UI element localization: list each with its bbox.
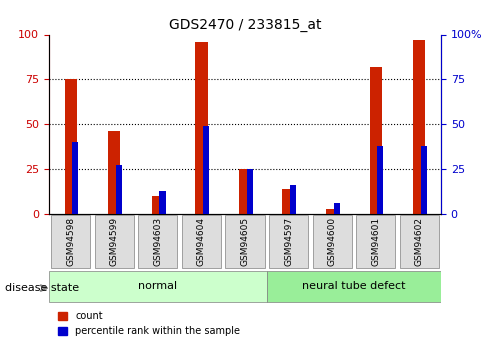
Text: GSM94598: GSM94598	[66, 217, 75, 266]
Text: GSM94599: GSM94599	[110, 217, 119, 266]
Text: GSM94605: GSM94605	[241, 217, 249, 266]
Bar	[377, 146, 383, 214]
Bar	[421, 146, 427, 214]
Bar	[73, 142, 78, 214]
FancyBboxPatch shape	[51, 215, 90, 268]
Text: normal: normal	[138, 282, 177, 291]
Bar	[65, 79, 77, 214]
Bar	[239, 169, 251, 214]
FancyBboxPatch shape	[225, 215, 265, 268]
Bar	[159, 190, 166, 214]
Title: GDS2470 / 233815_at: GDS2470 / 233815_at	[169, 18, 321, 32]
FancyBboxPatch shape	[269, 215, 308, 268]
Bar	[282, 189, 294, 214]
FancyBboxPatch shape	[138, 215, 177, 268]
Text: GSM94604: GSM94604	[197, 217, 206, 266]
Bar	[369, 67, 382, 214]
Text: GSM94602: GSM94602	[415, 217, 424, 266]
Bar	[203, 126, 209, 214]
Bar	[290, 185, 296, 214]
Text: GSM94601: GSM94601	[371, 217, 380, 266]
FancyBboxPatch shape	[400, 215, 439, 268]
FancyBboxPatch shape	[313, 215, 352, 268]
FancyBboxPatch shape	[49, 271, 267, 302]
Bar	[152, 196, 164, 214]
Bar	[326, 208, 338, 214]
Bar	[334, 203, 340, 214]
FancyBboxPatch shape	[267, 271, 441, 302]
FancyBboxPatch shape	[182, 215, 221, 268]
Legend: count, percentile rank within the sample: count, percentile rank within the sample	[54, 307, 244, 340]
FancyBboxPatch shape	[356, 215, 395, 268]
Text: disease state: disease state	[5, 283, 79, 293]
Text: GSM94597: GSM94597	[284, 217, 293, 266]
Bar	[116, 166, 122, 214]
Text: GSM94600: GSM94600	[328, 217, 337, 266]
Bar	[196, 42, 208, 214]
FancyBboxPatch shape	[95, 215, 134, 268]
Text: GSM94603: GSM94603	[153, 217, 162, 266]
Bar	[413, 40, 425, 214]
Text: neural tube defect: neural tube defect	[302, 282, 406, 291]
Bar	[246, 169, 253, 214]
Bar	[108, 131, 121, 214]
